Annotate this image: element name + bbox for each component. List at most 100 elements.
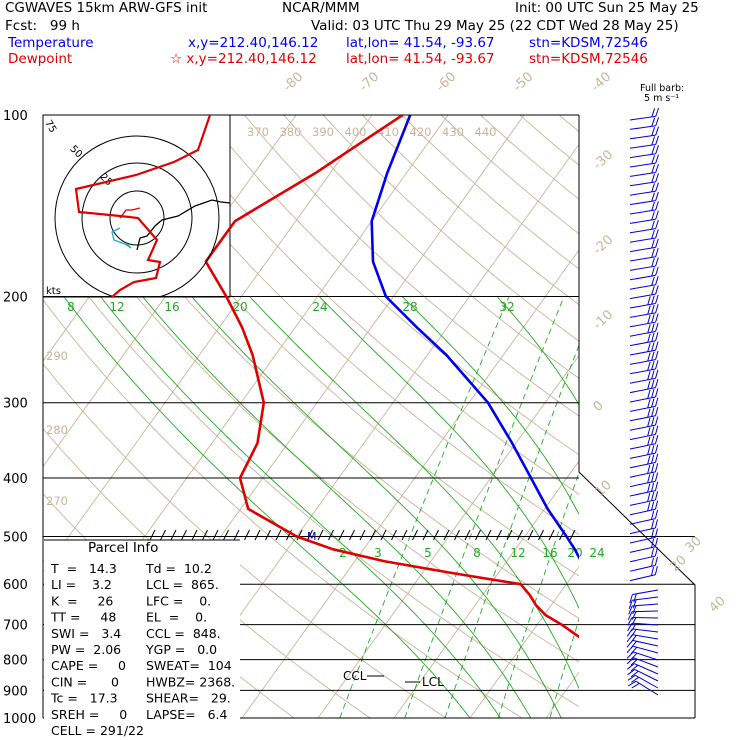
hatch-mark: [275, 529, 282, 541]
wind-barb: [629, 126, 660, 140]
hatch-mark: [548, 529, 555, 541]
parcel-info-background: [44, 540, 240, 720]
dry-adiabat-line: [43, 299, 523, 719]
theta-label: 430: [442, 125, 464, 139]
dry-adiabat-line: [244, 115, 579, 417]
wind-barb: [629, 491, 659, 506]
parcel-param-left: SWI = 3.4: [51, 626, 121, 641]
wind-barb: [629, 500, 659, 516]
wind-barb: [627, 668, 659, 682]
dewpoint-profile-line: [204, 115, 579, 639]
pressure-tick-label: 200: [3, 291, 28, 306]
temperature-legend-label: Temperature: [8, 35, 94, 51]
temperature-legend-latlon: lat,lon= 41.54, -93.67: [346, 35, 495, 51]
dry-adiabat-line: [598, 115, 740, 718]
wind-barb: [629, 191, 659, 206]
isotherm-line: [43, 115, 373, 573]
wind-barb: [629, 248, 659, 262]
wind-barb: [629, 472, 659, 488]
mixing-ratio-label: 20: [232, 300, 247, 314]
hatch-mark: [370, 529, 376, 541]
moist-adiabat-line: [249, 296, 579, 690]
wind-barb: [629, 238, 659, 253]
theta-left-label: 270: [46, 494, 68, 508]
parcel-param-right: EL = 0.: [146, 610, 207, 625]
temperature-axis-label: -20: [590, 232, 616, 257]
valid-time: Valid: 03 UTC Thu 29 May 25 (22 CDT Wed …: [311, 18, 679, 34]
ccl-label: CCL: [343, 669, 367, 683]
hatch-mark: [359, 529, 366, 541]
wind-barb: [629, 509, 659, 525]
hatch-mark: [380, 529, 387, 541]
wind-barb: [626, 651, 659, 661]
barb-key-line2: 5 m s⁻¹: [644, 93, 680, 104]
wind-barb: [629, 360, 659, 375]
init-time: Init: 00 UTC Sun 25 May 25: [515, 0, 699, 16]
hatch-mark: [517, 529, 523, 541]
hatch-mark: [443, 529, 450, 541]
isotherm-line: [622, 115, 740, 718]
temperature-axis-label: -70: [356, 69, 382, 94]
hodograph-trace-upper: [74, 115, 212, 297]
dry-adiabat-line: [126, 115, 579, 536]
plot-right-edge: [578, 115, 696, 718]
wind-barb: [629, 481, 659, 497]
dewpoint-legend-xy: ☆ x,y=212.40,146.12: [170, 51, 317, 67]
parcel-param-left: SREH = 0: [51, 707, 127, 722]
temperature-axis-label: 10: [592, 478, 614, 500]
isotherm-line: [317, 354, 579, 719]
wind-barb: [626, 657, 659, 668]
mixing-ratio-label: 8: [473, 546, 481, 560]
hodograph-inset-background: [43, 115, 230, 297]
mixing-ratio-label: 32: [499, 300, 514, 314]
hatch-mark: [569, 529, 576, 541]
temperature-axis-label: 0: [590, 398, 606, 415]
hatch-mark: [433, 529, 439, 541]
wind-barb: [629, 163, 659, 177]
hodograph-ring: [81, 162, 193, 274]
org-label: NCAR/MMM: [282, 0, 360, 16]
wind-barb: [629, 341, 659, 356]
wind-barb: [629, 556, 658, 572]
mixing-ratio-label: 12: [109, 300, 124, 314]
dry-adiabat-line: [43, 235, 579, 708]
parcel-param-right: HWBZ= 2368.: [146, 674, 235, 689]
hatch-mark: [254, 529, 261, 541]
hatch-mark: [160, 529, 166, 541]
mixing-ratio-line: [549, 617, 579, 719]
parcel-param-right: LAPSE= 6.4: [146, 707, 227, 722]
wind-barb: [629, 135, 660, 149]
hatch-mark: [464, 529, 471, 541]
wind-barb: [626, 663, 659, 675]
wind-barb: [629, 565, 658, 582]
hatch-mark: [149, 529, 156, 541]
mixing-ratio-label: 16: [164, 300, 179, 314]
moist-adiabat-line: [676, 297, 740, 719]
wind-barb: [627, 674, 659, 689]
parcel-param-left: Tc = 17.3: [50, 691, 118, 706]
wind-barb: [629, 416, 659, 431]
hatch-mark: [307, 529, 313, 541]
dry-adiabat-line: [362, 115, 579, 306]
parcel-param-left: LI = 3.2: [51, 577, 112, 592]
wind-barb: [629, 435, 659, 450]
theta-label: 440: [475, 125, 497, 139]
mixing-ratio-line: [681, 297, 740, 719]
theta-label: 380: [280, 125, 302, 139]
hodograph-trace-mean: [136, 199, 230, 251]
forecast-hour: Fcst: 99 h: [5, 18, 80, 34]
hatch-mark: [328, 529, 334, 541]
dry-adiabat-line: [47, 115, 579, 619]
pressure-tick-label: 900: [3, 684, 28, 699]
dewpoint-legend-stn: stn=KDSM,72546: [529, 51, 648, 67]
isotherm-line: [698, 115, 740, 718]
wind-barb: [629, 547, 658, 563]
parcel-param-left: CAPE = 0: [51, 658, 126, 673]
dry-adiabat-line: [322, 115, 579, 342]
wind-barb: [629, 276, 659, 290]
parcel-param-right: YGP = 0.0: [145, 642, 217, 657]
pressure-tick-label: 600: [3, 578, 28, 593]
temperature-axis-label: -40: [588, 69, 614, 94]
theta-label: 370: [247, 125, 269, 139]
mixing-ratio-label: 8: [67, 300, 75, 314]
